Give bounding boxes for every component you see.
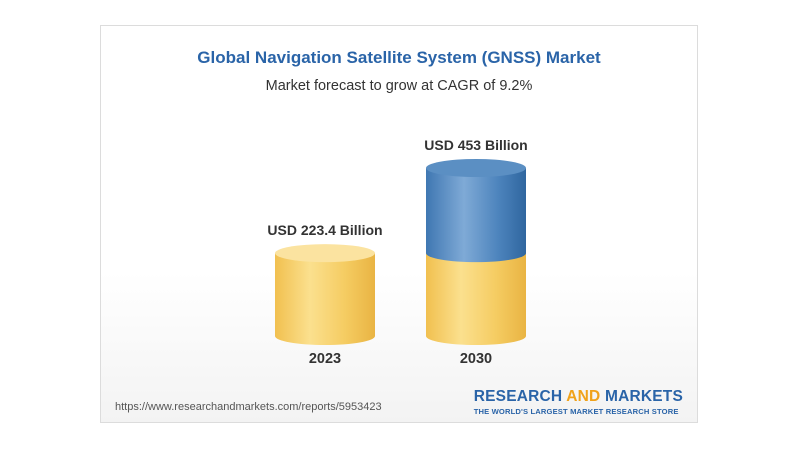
bar-2023-top-cap [275, 244, 375, 263]
bar-2023-body [275, 253, 375, 345]
bar-2030-base-segment [426, 253, 526, 345]
logo-word-research: RESEARCH [473, 388, 563, 405]
chart-card: Global Navigation Satellite System (GNSS… [100, 25, 698, 423]
bar-2030-top-cap [426, 159, 526, 177]
chart-title: Global Navigation Satellite System (GNSS… [197, 48, 601, 67]
bar-2023-value-label: USD 223.4 Billion [267, 222, 382, 238]
bar-2023-category-label: 2023 [309, 351, 341, 367]
logo-word-and: AND [566, 388, 601, 405]
logo-word-markets: MARKETS [604, 388, 683, 405]
bar-2030-value-label: USD 453 Billion [424, 137, 527, 153]
logo-tagline: THE WORLD'S LARGEST MARKET RESEARCH STOR… [473, 407, 679, 416]
research-and-markets-logo: RESEARCH AND MARKETS THE WORLD'S LARGEST… [474, 388, 683, 416]
source-url: https://www.researchandmarkets.com/repor… [115, 401, 382, 413]
bar-2030-growth-segment [426, 168, 526, 263]
bar-2030-category-label: 2030 [460, 351, 492, 367]
logo-wordmark: RESEARCH AND MARKETS [474, 388, 683, 406]
chart-subtitle: Market forecast to grow at CAGR of 9.2% [265, 78, 533, 94]
cylinder-bar-chart: USD 223.4 Billion 2023 USD 453 Billion 2030 [267, 137, 527, 367]
